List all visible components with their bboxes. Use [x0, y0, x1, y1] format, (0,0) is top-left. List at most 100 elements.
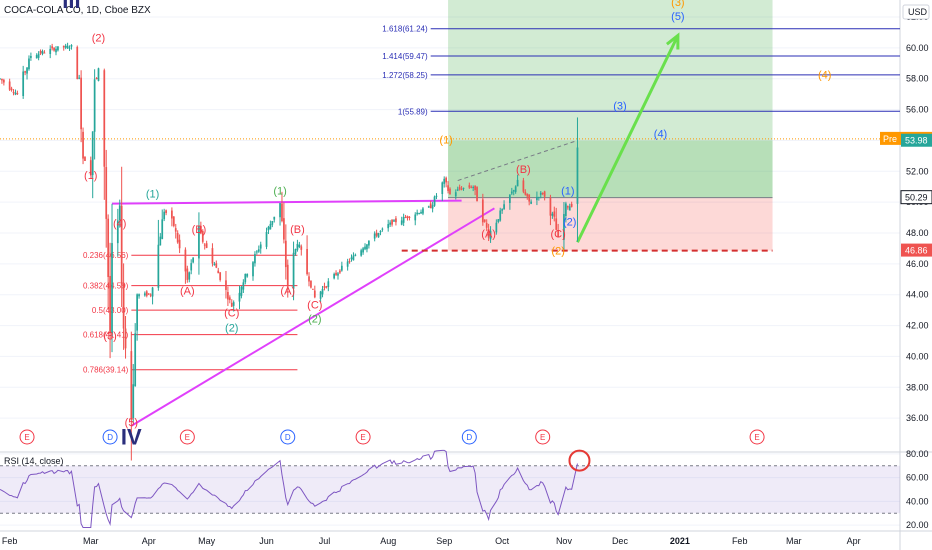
rsi-title: RSI (14, close) — [4, 456, 64, 466]
time-tick: Feb — [2, 536, 18, 546]
candle-body — [227, 292, 229, 300]
time-tick: Apr — [847, 536, 861, 546]
wave-label: (3) — [613, 101, 626, 113]
time-tick: Nov — [556, 536, 573, 546]
candle-body — [132, 384, 135, 419]
candle-body — [78, 77, 81, 79]
candle-body — [310, 280, 312, 288]
wave-label: (3) — [671, 0, 684, 9]
candle-body — [184, 249, 187, 272]
candle-body — [472, 187, 475, 189]
candle-body — [215, 263, 218, 268]
candle-body — [190, 263, 193, 271]
fib-extension-label: 1.618(61.24) — [382, 25, 428, 34]
candle-body — [346, 261, 349, 267]
candle-body — [37, 53, 40, 58]
candle-body — [391, 219, 393, 225]
wave-label: (A) — [280, 286, 295, 298]
candle-body — [393, 220, 395, 222]
candle-body — [566, 206, 569, 208]
candle-body — [387, 224, 390, 229]
candle-body — [66, 45, 69, 49]
candle-body — [503, 204, 505, 210]
candle-body — [373, 233, 376, 239]
candle-body — [489, 230, 492, 240]
wave-label: (B) — [516, 164, 531, 176]
candle-body — [41, 51, 44, 54]
candle-body — [454, 192, 457, 197]
candle-body — [1, 78, 3, 81]
candle-body — [497, 219, 500, 222]
candle-body — [339, 270, 341, 273]
wave-label: III — [62, 0, 80, 13]
candle-body — [381, 228, 384, 230]
rsi-band — [0, 465, 900, 514]
candle-body — [402, 216, 405, 223]
candle-body — [514, 186, 517, 192]
candle-body — [281, 203, 283, 222]
candle-body — [418, 213, 420, 215]
candle-body — [205, 243, 208, 248]
candle-body — [93, 79, 96, 132]
candle-body — [476, 187, 478, 202]
wave-label: (4) — [654, 128, 667, 140]
candle-body — [408, 216, 411, 218]
candle-body — [568, 206, 571, 211]
candle-body — [242, 282, 245, 290]
price-axis[interactable]: 36.0038.0040.0042.0044.0046.0048.0050.00… — [880, 4, 932, 530]
wave-label: (A) — [180, 286, 195, 298]
wave-label: (3) — [103, 330, 116, 342]
event-marker-label: E — [540, 433, 545, 442]
event-marker — [102, 429, 118, 445]
candle-body — [171, 210, 173, 219]
fib-extension-label: 1(55.89) — [398, 107, 428, 116]
time-tick: Sep — [436, 536, 452, 546]
candle-body — [134, 333, 137, 387]
candle-body — [273, 216, 276, 220]
candle-body — [176, 232, 179, 243]
candle-body — [522, 180, 525, 192]
price-tag: 53.98 — [905, 136, 928, 146]
price-tag-label: Pre — [883, 134, 897, 144]
candle-body — [414, 214, 417, 221]
candle-body — [449, 188, 451, 195]
price-tick: 56.00 — [906, 105, 929, 115]
chart-header: COCA-COLA CO, 1D, Cboe BZX — [4, 5, 151, 16]
wave-label: (C) — [307, 300, 322, 312]
candle-body — [28, 58, 30, 70]
price-tag: 50.29 — [905, 193, 928, 203]
candle-body — [145, 291, 148, 296]
candle-body — [536, 196, 538, 201]
price-tick: 42.00 — [906, 321, 929, 331]
candle-body — [292, 252, 295, 289]
candle-body — [35, 55, 38, 59]
candle-body — [64, 45, 67, 48]
price-tick: 48.00 — [906, 228, 929, 238]
candle-body — [312, 288, 314, 290]
candle-body — [319, 291, 322, 299]
candle-body — [429, 203, 432, 209]
rsi-line — [0, 449, 578, 528]
event-marker-label: E — [360, 433, 365, 442]
candle-body — [300, 246, 303, 250]
candle-body — [68, 47, 71, 49]
candle-body — [84, 156, 86, 161]
candle-body — [364, 246, 366, 250]
candle-body — [481, 199, 484, 223]
candle-body — [362, 248, 364, 253]
time-tick: Feb — [732, 536, 748, 546]
time-tick: 2021 — [670, 536, 690, 546]
wave-label: (1) — [146, 189, 159, 201]
candle-body — [443, 178, 446, 184]
fib-retracement-label: 0.618(41.41) — [83, 331, 129, 340]
candle-body — [420, 211, 422, 214]
candle-body — [43, 52, 46, 54]
drawings: 0.236(46.56)0.382(44.59)0.5(43.00)0.618(… — [0, 25, 900, 427]
price-tag-label-box — [880, 131, 901, 145]
candle-body — [576, 147, 579, 204]
candle-body — [340, 265, 343, 271]
time-axis[interactable]: Feb Mar Apr May Jun Jul Aug Sep Oct Nov Dec 2021 Feb… — [2, 536, 861, 546]
candle-body — [549, 197, 552, 216]
